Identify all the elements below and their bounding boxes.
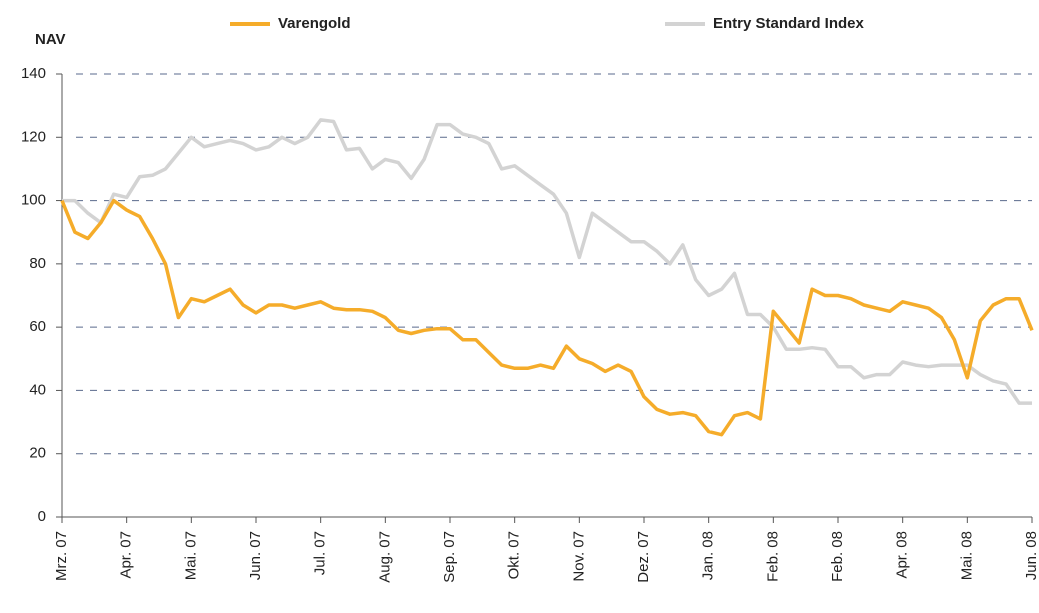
x-tick-label: Feb. 08 bbox=[829, 531, 846, 582]
y-tick-label: 20 bbox=[29, 445, 46, 462]
y-tick-label: 100 bbox=[21, 192, 46, 209]
y-tick-label: 0 bbox=[38, 508, 46, 525]
x-tick-label: Jun. 07 bbox=[247, 531, 264, 580]
x-tick-label: Jan. 08 bbox=[700, 531, 717, 580]
x-tick-label: Feb. 08 bbox=[764, 531, 781, 582]
x-tick-label: Okt. 07 bbox=[506, 531, 523, 579]
x-tick-label: Mai. 08 bbox=[958, 531, 975, 580]
y-tick-label: 80 bbox=[29, 255, 46, 272]
x-tick-label: Dez. 07 bbox=[635, 531, 652, 583]
y-tick-label: 120 bbox=[21, 128, 46, 145]
series-line bbox=[62, 118, 1032, 405]
y-tick-label: 60 bbox=[29, 318, 46, 335]
x-tick-label: Aug. 07 bbox=[376, 531, 393, 583]
legend-label: Varengold bbox=[278, 15, 351, 32]
x-tick-label: Mrz. 07 bbox=[53, 531, 70, 581]
x-tick-label: Sep. 07 bbox=[441, 531, 458, 583]
legend-label: Entry Standard Index bbox=[713, 15, 865, 32]
y-axis-label: NAV bbox=[35, 31, 66, 48]
x-tick-label: Apr. 08 bbox=[894, 531, 911, 579]
x-tick-label: Nov. 07 bbox=[570, 531, 587, 582]
x-tick-label: Apr. 07 bbox=[118, 531, 135, 579]
y-tick-label: 40 bbox=[29, 381, 46, 398]
x-tick-label: Jul. 07 bbox=[312, 531, 329, 575]
series-line bbox=[60, 198, 1034, 437]
x-tick-label: Jun. 08 bbox=[1023, 531, 1039, 580]
x-tick-label: Mai. 07 bbox=[182, 531, 199, 580]
y-tick-label: 140 bbox=[21, 65, 46, 82]
